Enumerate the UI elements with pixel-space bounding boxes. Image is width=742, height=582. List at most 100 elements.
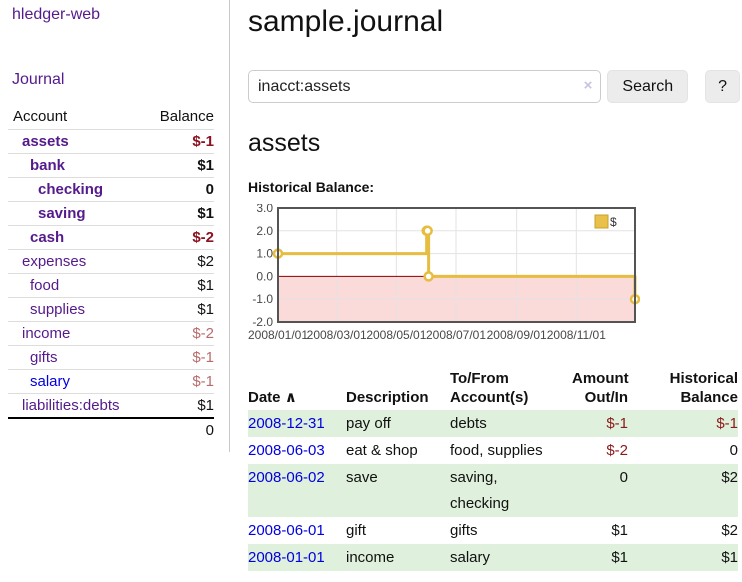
register-header-date[interactable]: Date ∧ bbox=[248, 389, 297, 406]
chart-border bbox=[277, 207, 636, 323]
account-link-food[interactable]: food bbox=[30, 277, 60, 294]
transaction-balance: 0 bbox=[729, 442, 738, 459]
account-link-gifts[interactable]: gifts bbox=[30, 349, 58, 366]
accounts-header-balance: Balance bbox=[159, 108, 214, 125]
register-header-balance: Historical Balance bbox=[669, 370, 738, 406]
transaction-date-link[interactable]: 2008-01-01 bbox=[248, 549, 325, 566]
account-balance: $-1 bbox=[146, 129, 214, 154]
accounts-table: Account Balance assets $-1 bank $1 checking 0… bbox=[8, 105, 214, 442]
account-row: checking 0 bbox=[8, 177, 214, 202]
transaction-amount: $-2 bbox=[606, 442, 628, 459]
account-link-saving[interactable]: saving bbox=[38, 205, 86, 222]
brand-link[interactable]: hledger-web bbox=[12, 6, 101, 23]
transaction-balance: $2 bbox=[721, 469, 738, 486]
account-balance: $-1 bbox=[146, 369, 214, 394]
account-row: assets $-1 bbox=[8, 129, 214, 154]
account-row: bank $1 bbox=[8, 153, 214, 178]
account-balance: $1 bbox=[146, 273, 214, 298]
y-axis-tick-label: -2.0 bbox=[252, 315, 273, 329]
account-link-cash[interactable]: cash bbox=[30, 229, 65, 246]
account-link-liabilities-debts[interactable]: liabilities:debts bbox=[22, 397, 120, 414]
account-balance: $1 bbox=[146, 153, 214, 178]
account-link-salary[interactable]: salary bbox=[30, 373, 71, 390]
account-link-income[interactable]: income bbox=[22, 325, 71, 342]
legend-swatch bbox=[594, 214, 609, 229]
register-header-accounts: To/From Account(s) bbox=[450, 370, 529, 406]
clear-search-icon[interactable]: × bbox=[583, 77, 593, 94]
historical-balance-chart[interactable]: $3.0 2.0 1.0 0.0 -1.0 -2.0 2008/01/01 2008/03/0… bbox=[248, 201, 641, 346]
transaction-accounts: debts bbox=[450, 415, 487, 432]
account-link-bank[interactable]: bank bbox=[30, 157, 66, 174]
accounts-total-row: 0 bbox=[8, 417, 214, 442]
transaction-amount: $1 bbox=[611, 522, 628, 539]
x-axis-tick-label: 2008/03/01 bbox=[307, 328, 367, 342]
account-row: salary $-1 bbox=[8, 369, 214, 394]
search-button[interactable]: Search bbox=[607, 70, 689, 103]
account-balance: $1 bbox=[146, 201, 214, 226]
transaction-accounts: saving, checking bbox=[450, 469, 510, 512]
account-balance: $1 bbox=[146, 393, 214, 418]
account-row: food $1 bbox=[8, 273, 214, 298]
transaction-date-link[interactable]: 2008-12-31 bbox=[248, 415, 325, 432]
account-row: liabilities:debts $1 bbox=[8, 393, 214, 418]
register-table: Date ∧ Description To/From Account(s) Amount… bbox=[248, 369, 738, 571]
transaction-date-link[interactable]: 2008-06-01 bbox=[248, 522, 325, 539]
account-link-checking[interactable]: checking bbox=[38, 181, 104, 198]
x-axis-tick-label: 2008/05/01 bbox=[366, 328, 426, 342]
accounts-header-row: Account Balance bbox=[8, 105, 214, 130]
x-axis-tick-label: 2008/07/01 bbox=[426, 328, 486, 342]
accounts-total-spacer bbox=[8, 417, 147, 442]
transaction-description: gift bbox=[346, 522, 367, 539]
y-axis-tick-label: 0.0 bbox=[256, 269, 273, 283]
account-row: saving $1 bbox=[8, 201, 214, 226]
account-link-expenses[interactable]: expenses bbox=[22, 253, 87, 270]
register-row: 2008-06-01 gift gifts $1 $2 bbox=[248, 517, 738, 544]
y-axis-tick-label: 2.0 bbox=[256, 224, 273, 238]
sort-ascending-icon: ∧ bbox=[284, 389, 297, 406]
transaction-accounts: salary bbox=[450, 549, 491, 566]
transaction-accounts: gifts bbox=[450, 522, 478, 539]
register-row: 2008-12-31 pay off debts $-1 $-1 bbox=[248, 410, 738, 437]
legend-label: $ bbox=[610, 215, 617, 229]
transaction-description: eat & shop bbox=[346, 442, 418, 459]
account-balance: $-2 bbox=[146, 225, 214, 250]
search-form: × Search ? bbox=[248, 70, 740, 103]
transaction-date-link[interactable]: 2008-06-02 bbox=[248, 469, 325, 486]
register-row: 2008-06-02 save saving, checking 0 $2 bbox=[248, 464, 738, 517]
transaction-date-link[interactable]: 2008-06-03 bbox=[248, 442, 325, 459]
page-title: sample.journal bbox=[248, 5, 444, 38]
accounts-header-account: Account bbox=[13, 108, 68, 125]
transaction-amount: $-1 bbox=[606, 415, 628, 432]
accounts-total-value: 0 bbox=[146, 417, 214, 442]
account-balance: 0 bbox=[146, 177, 214, 202]
account-link-assets[interactable]: assets bbox=[22, 133, 69, 150]
x-axis-tick-label: 2008/11/01 bbox=[547, 328, 606, 342]
y-axis-tick-label: 3.0 bbox=[256, 204, 273, 215]
sidebar: hledger-web Journal Account Balance asse… bbox=[0, 0, 230, 452]
x-axis-tick-label: 2008/01/01 bbox=[248, 328, 308, 342]
register-header-row: Date ∧ Description To/From Account(s) Amount… bbox=[248, 369, 738, 410]
chart-data-point bbox=[422, 225, 433, 237]
transaction-balance: $2 bbox=[721, 522, 738, 539]
sidebar-item-journal[interactable]: Journal bbox=[12, 71, 65, 88]
y-axis-tick-label: -1.0 bbox=[252, 292, 273, 306]
transaction-description: save bbox=[346, 469, 378, 486]
register-row: 2008-06-03 eat & shop food, supplies $-2 0 bbox=[248, 437, 738, 464]
transaction-description: pay off bbox=[346, 415, 391, 432]
transaction-amount: $1 bbox=[611, 549, 628, 566]
account-row: gifts $-1 bbox=[8, 345, 214, 370]
account-balance: $-2 bbox=[146, 321, 214, 346]
search-input[interactable] bbox=[248, 70, 602, 103]
search-help-button[interactable]: ? bbox=[705, 70, 740, 103]
transaction-balance: $1 bbox=[721, 549, 738, 566]
y-axis-tick-label: 1.0 bbox=[256, 247, 273, 261]
account-row: cash $-2 bbox=[8, 225, 214, 250]
register-row: 2008-01-01 income salary $1 $1 bbox=[248, 544, 738, 571]
account-balance: $-1 bbox=[146, 345, 214, 370]
chart-data-point bbox=[423, 271, 434, 282]
transaction-amount: 0 bbox=[619, 469, 628, 486]
main-content: sample.journal × Search ? assets Histori… bbox=[248, 0, 740, 571]
chart-canvas: $3.0 2.0 1.0 0.0 -1.0 -2.02008/01/012008/03/0… bbox=[248, 201, 641, 342]
register-header-description: Description bbox=[346, 389, 429, 406]
account-link-supplies[interactable]: supplies bbox=[30, 301, 86, 318]
